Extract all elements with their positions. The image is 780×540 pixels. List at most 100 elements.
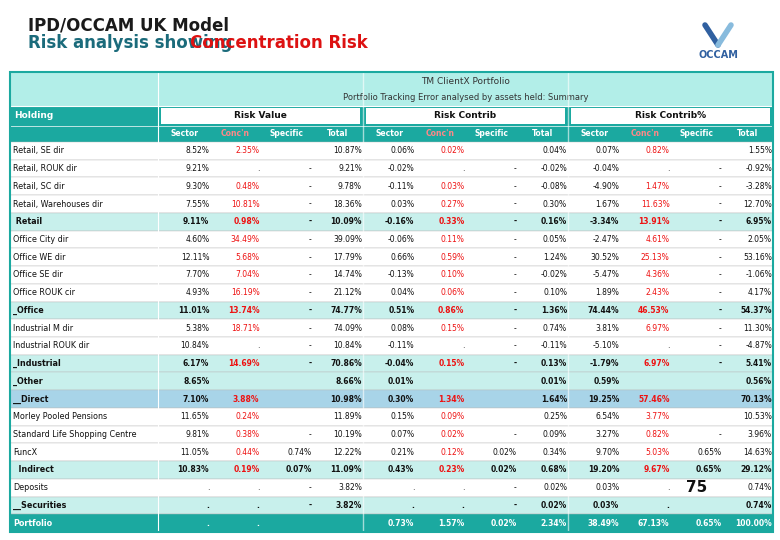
Text: 0.51%: 0.51% <box>388 306 414 315</box>
Bar <box>10 497 773 514</box>
Bar <box>10 355 773 373</box>
Text: 3.27%: 3.27% <box>595 430 619 439</box>
Text: 6.97%: 6.97% <box>645 323 669 333</box>
Text: 11.01%: 11.01% <box>178 306 209 315</box>
Text: -1.79%: -1.79% <box>590 359 619 368</box>
Text: Conc'n: Conc'n <box>221 130 250 138</box>
Bar <box>10 284 773 301</box>
Bar <box>10 213 773 231</box>
Text: 0.27%: 0.27% <box>441 200 465 208</box>
Text: .: . <box>411 501 414 510</box>
Text: 0.34%: 0.34% <box>543 448 567 457</box>
Text: -: - <box>514 341 517 350</box>
Text: -0.11%: -0.11% <box>541 341 567 350</box>
Text: 2.34%: 2.34% <box>541 518 567 528</box>
Text: 9.67%: 9.67% <box>644 465 669 475</box>
Bar <box>161 108 360 124</box>
Text: 6.17%: 6.17% <box>183 359 209 368</box>
Text: 0.16%: 0.16% <box>541 217 567 226</box>
Text: -1.06%: -1.06% <box>745 271 772 280</box>
Text: -: - <box>514 235 517 244</box>
Text: Conc'n: Conc'n <box>631 130 660 138</box>
Text: Retail, ROUK dir: Retail, ROUK dir <box>13 164 77 173</box>
Text: 0.23%: 0.23% <box>438 465 465 475</box>
Text: 0.13%: 0.13% <box>541 359 567 368</box>
Text: -: - <box>719 235 722 244</box>
Text: Standard Life Shopping Centre: Standard Life Shopping Centre <box>13 430 136 439</box>
Text: 0.74%: 0.74% <box>748 483 772 492</box>
Text: -0.16%: -0.16% <box>385 217 414 226</box>
Text: 0.15%: 0.15% <box>438 359 465 368</box>
Text: -: - <box>514 164 517 173</box>
Text: 0.48%: 0.48% <box>236 182 260 191</box>
Text: -: - <box>309 306 312 315</box>
Text: -: - <box>309 341 312 350</box>
Text: -: - <box>309 501 312 510</box>
Text: -: - <box>309 164 312 173</box>
Text: .: . <box>462 164 465 173</box>
Text: 2.05%: 2.05% <box>748 235 772 244</box>
Text: 11.63%: 11.63% <box>640 200 669 208</box>
Text: __Securities: __Securities <box>13 501 66 510</box>
Text: Industrial ROUK dir: Industrial ROUK dir <box>13 341 89 350</box>
Text: .: . <box>257 518 260 528</box>
Bar <box>158 72 773 90</box>
Text: -: - <box>719 323 722 333</box>
Text: 9.21%: 9.21% <box>186 164 209 173</box>
Bar <box>10 461 773 479</box>
Text: Risk Contrib: Risk Contrib <box>434 111 497 120</box>
Text: 0.65%: 0.65% <box>696 518 722 528</box>
Text: 3.81%: 3.81% <box>595 323 619 333</box>
Text: 1.64%: 1.64% <box>541 395 567 403</box>
Text: 18.71%: 18.71% <box>231 323 260 333</box>
Bar <box>10 408 773 426</box>
Bar <box>10 178 773 195</box>
Text: 0.02%: 0.02% <box>441 146 465 156</box>
Text: Retail: Retail <box>13 217 42 226</box>
Text: 0.04%: 0.04% <box>543 146 567 156</box>
Text: -: - <box>719 430 722 439</box>
Text: Total: Total <box>737 130 758 138</box>
Text: 0.11%: 0.11% <box>441 235 465 244</box>
Bar <box>10 337 773 355</box>
Text: 0.68%: 0.68% <box>541 465 567 475</box>
Text: 13.91%: 13.91% <box>638 217 669 226</box>
Text: 0.04%: 0.04% <box>390 288 414 297</box>
Text: 10.81%: 10.81% <box>231 200 260 208</box>
Text: -0.02%: -0.02% <box>388 164 414 173</box>
Bar <box>10 443 773 461</box>
Text: Conc'n: Conc'n <box>426 130 455 138</box>
Text: 1.57%: 1.57% <box>438 518 465 528</box>
Bar <box>10 390 773 408</box>
Bar <box>10 301 773 319</box>
Text: 0.74%: 0.74% <box>543 323 567 333</box>
Text: 67.13%: 67.13% <box>638 518 669 528</box>
Text: Industrial M dir: Industrial M dir <box>13 323 73 333</box>
Text: -3.34%: -3.34% <box>590 217 619 226</box>
Text: -: - <box>309 217 312 226</box>
Text: -: - <box>309 483 312 492</box>
Text: 0.74%: 0.74% <box>746 501 772 510</box>
Text: 0.65%: 0.65% <box>697 448 722 457</box>
Text: 70.13%: 70.13% <box>740 395 772 403</box>
Text: 1.24%: 1.24% <box>543 253 567 262</box>
Text: 11.65%: 11.65% <box>180 412 209 421</box>
Text: 0.02%: 0.02% <box>491 518 517 528</box>
Text: 0.01%: 0.01% <box>388 377 414 386</box>
Text: 7.10%: 7.10% <box>183 395 209 403</box>
Text: 6.95%: 6.95% <box>746 217 772 226</box>
Text: 8.52%: 8.52% <box>186 146 209 156</box>
Text: 39.09%: 39.09% <box>333 235 362 244</box>
Text: -4.90%: -4.90% <box>592 182 619 191</box>
Text: 7.70%: 7.70% <box>185 271 209 280</box>
Text: 0.24%: 0.24% <box>236 412 260 421</box>
Text: 0.73%: 0.73% <box>388 518 414 528</box>
Text: -: - <box>719 341 722 350</box>
Text: 1.36%: 1.36% <box>541 306 567 315</box>
Bar <box>10 142 773 160</box>
Bar <box>10 231 773 248</box>
Text: 5.03%: 5.03% <box>645 448 669 457</box>
Text: -: - <box>309 182 312 191</box>
Text: Office SE dir: Office SE dir <box>13 271 62 280</box>
Text: 34.49%: 34.49% <box>231 235 260 244</box>
